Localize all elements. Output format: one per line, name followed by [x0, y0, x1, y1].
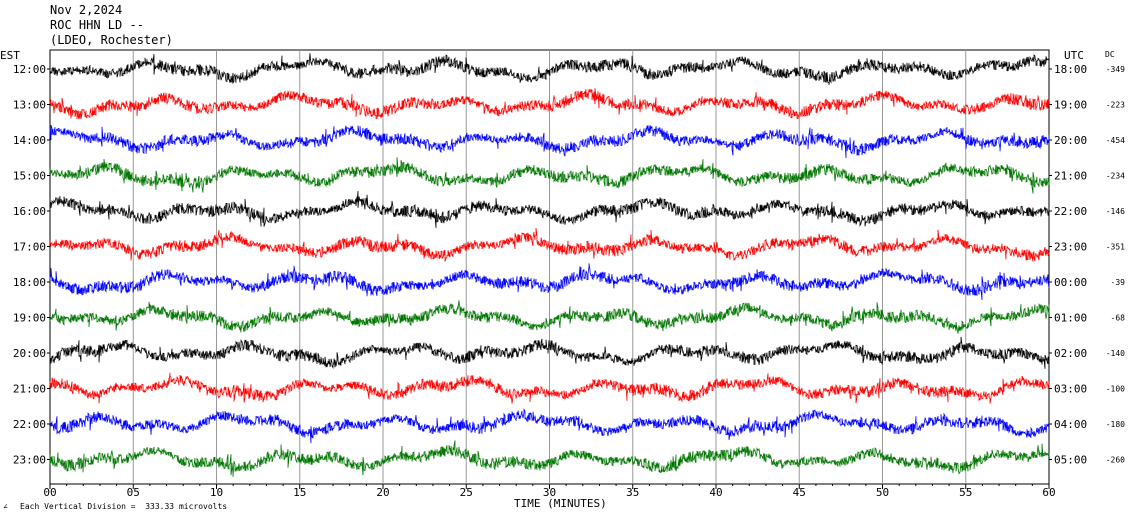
seismic-trace — [49, 191, 1050, 228]
left-timezone: EST — [0, 49, 20, 62]
dc-offset-label: -39 — [1111, 278, 1126, 287]
est-hour-label: 13:00 — [13, 99, 46, 112]
dc-offset-label: -260 — [1106, 456, 1125, 465]
est-hour-label: 23:00 — [13, 454, 46, 467]
dc-offset-label: -140 — [1106, 349, 1125, 358]
dc-offset-label: -146 — [1106, 207, 1125, 216]
seismic-trace — [49, 336, 1050, 369]
seismic-trace — [49, 440, 1050, 477]
dc-offset-label: -351 — [1106, 243, 1125, 252]
header-station: ROC HHN LD -- — [50, 18, 144, 32]
utc-hour-label: 21:00 — [1054, 170, 1087, 183]
utc-hour-label: 18:00 — [1054, 63, 1087, 76]
est-hour-label: 12:00 — [13, 63, 46, 76]
dc-header: DC — [1105, 50, 1115, 59]
seismic-trace — [49, 372, 1050, 404]
utc-hour-label: 03:00 — [1054, 383, 1087, 396]
dc-offset-label: -100 — [1106, 385, 1125, 394]
seismic-trace — [49, 300, 1050, 334]
right-timezone: UTC — [1064, 49, 1084, 62]
x-tick-label: 00 — [43, 486, 56, 499]
seismic-trace — [49, 124, 1050, 159]
x-tick-label: 20 — [376, 486, 389, 499]
seismic-trace — [49, 157, 1050, 194]
x-tick-label: 50 — [876, 486, 889, 499]
utc-hour-label: 00:00 — [1054, 276, 1087, 289]
est-hour-label: 14:00 — [13, 134, 46, 147]
footnote-marker: ∠ — [3, 502, 8, 511]
est-hour-label: 19:00 — [13, 312, 46, 325]
dc-offset-label: -454 — [1106, 136, 1125, 145]
seismic-trace — [49, 88, 1050, 120]
seismic-trace — [49, 228, 1050, 262]
utc-hour-label: 23:00 — [1054, 241, 1087, 254]
dc-offset-label: -349 — [1106, 65, 1125, 74]
dc-offset-label: -68 — [1111, 314, 1126, 323]
x-tick-label: 40 — [709, 486, 722, 499]
utc-hour-label: 02:00 — [1054, 347, 1087, 360]
dc-offset-label: -234 — [1106, 172, 1125, 181]
utc-hour-label: 19:00 — [1054, 99, 1087, 112]
est-hour-label: 22:00 — [13, 418, 46, 431]
x-axis-label: TIME (MINUTES) — [514, 497, 607, 510]
est-hour-label: 20:00 — [13, 347, 46, 360]
x-tick-label: 35 — [626, 486, 639, 499]
utc-hour-label: 05:00 — [1054, 454, 1087, 467]
x-tick-label: 55 — [959, 486, 972, 499]
utc-hour-label: 20:00 — [1054, 134, 1087, 147]
x-tick-label: 15 — [293, 486, 306, 499]
seismic-trace — [49, 263, 1050, 301]
est-hour-label: 21:00 — [13, 383, 46, 396]
dc-offset-label: -223 — [1106, 101, 1125, 110]
x-tick-label: 45 — [793, 486, 806, 499]
est-hour-label: 17:00 — [13, 241, 46, 254]
x-tick-label: 30 — [543, 486, 556, 499]
utc-hour-label: 04:00 — [1054, 418, 1087, 431]
x-tick-label: 25 — [460, 486, 473, 499]
utc-hour-label: 01:00 — [1054, 312, 1087, 325]
utc-hour-label: 22:00 — [1054, 205, 1087, 218]
header-date: Nov 2,2024 — [50, 3, 123, 17]
footnote: Each Vertical Division = 333.33 microvol… — [20, 502, 228, 511]
x-tick-label: 60 — [1042, 486, 1055, 499]
est-hour-label: 18:00 — [13, 276, 46, 289]
seismic-trace — [49, 53, 1050, 86]
dc-offset-label: -180 — [1106, 420, 1125, 429]
x-tick-label: 10 — [210, 486, 223, 499]
seismic-trace — [49, 408, 1050, 444]
est-hour-label: 16:00 — [13, 205, 46, 218]
est-hour-label: 15:00 — [13, 170, 46, 183]
x-tick-label: 05 — [127, 486, 140, 499]
header-network: (LDEO, Rochester) — [50, 33, 173, 47]
